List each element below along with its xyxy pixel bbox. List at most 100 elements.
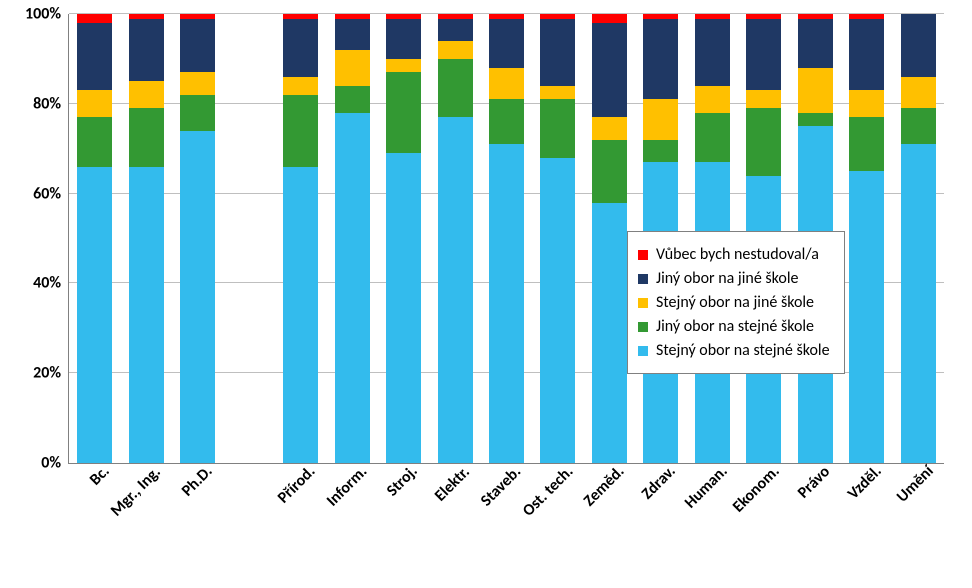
bar-segment [540,158,575,463]
bar-segment [335,19,370,50]
legend-swatch [638,274,648,284]
bar-segment [901,144,936,463]
bar [540,14,575,463]
bar-segment [489,99,524,144]
x-tick-label: Bc. [86,462,114,490]
bar-segment [129,19,164,82]
x-tick-label: Ekonom. [729,462,784,517]
x-tick-label: Ost. tech. [519,462,577,520]
bar-segment [335,113,370,463]
bar-segment [283,95,318,167]
bar [180,14,215,463]
legend-swatch [638,322,648,332]
bar-segment [540,86,575,99]
bar-slot [326,14,377,463]
bar [592,14,627,463]
bar-slot [481,14,532,463]
legend: Vůbec bych nestudoval/a Jiný obor na jiné… [627,231,845,374]
x-tick-label: Mgr., Ing. [107,462,165,520]
x-tick-label: Právo [794,462,834,502]
bar-segment [643,99,678,139]
bar-segment [592,203,627,463]
bar-segment [849,117,884,171]
bar-segment [386,153,421,463]
bar-segment [386,59,421,72]
bar-segment [180,131,215,463]
bar-segment [438,41,473,59]
bar-segment [695,19,730,86]
x-tick-label: Human. [681,462,732,513]
bar [386,14,421,463]
bar-segment [77,23,112,90]
bar-segment [798,68,833,113]
bar-segment [77,14,112,23]
x-tick-label: Inform. [323,462,371,510]
bar-segment [695,86,730,113]
bar [335,14,370,463]
bar-segment [283,77,318,95]
bar-segment [489,144,524,463]
bar-segment [798,113,833,126]
bar-segment [438,19,473,41]
bar-segment [540,99,575,157]
bar-segment [849,90,884,117]
y-tick-label: 20% [33,364,61,383]
bar [489,14,524,463]
bar-segment [180,72,215,94]
bar-segment [335,50,370,86]
bar [129,14,164,463]
bar-segment [438,59,473,117]
x-labels: Bc.Mgr., Ing.Ph.D.Přírod.Inform.Stroj.El… [68,470,944,588]
y-tick-label: 100% [25,5,61,24]
x-tick-label: Elektr. [431,462,474,505]
y-tick-label: 0% [41,454,61,473]
bar [77,14,112,463]
bar [901,14,936,463]
x-tick-label: Stroj. [383,462,422,501]
bar-segment [695,113,730,162]
bar-segment [798,19,833,68]
legend-swatch [638,298,648,308]
bar-slot [893,14,944,463]
x-tick-label: Ph.D. [178,462,216,500]
bar-segment [335,86,370,113]
bar-segment [489,68,524,99]
bar-segment [438,117,473,463]
legend-label: Jiný obor na stejné škole [656,317,814,336]
bar [283,14,318,463]
legend-item: Vůbec bych nestudoval/a [638,245,830,264]
bar-slot [841,14,892,463]
y-tick-label: 40% [33,274,61,293]
x-tick-label: Zeměd. [580,462,628,510]
bar-segment [283,19,318,77]
legend-item: Stejný obor na jiné škole [638,293,830,312]
bar-slot [378,14,429,463]
bar-slot [532,14,583,463]
legend-item: Jiný obor na stejné škole [638,317,830,336]
legend-item: Jiný obor na jiné škole [638,269,830,288]
bar [849,14,884,463]
x-tick-label: Umění [893,462,938,507]
legend-item: Stejný obor na stejné škole [638,341,830,360]
legend-swatch [638,250,648,260]
bar-segment [746,90,781,108]
bar-segment [283,167,318,463]
legend-label: Jiný obor na jiné škole [656,269,798,288]
bar-segment [386,72,421,153]
bar-segment [643,19,678,100]
bar-segment [643,140,678,162]
bar-segment [901,14,936,77]
bar-segment [129,108,164,166]
bar-slot [429,14,480,463]
bar-segment [592,23,627,117]
y-tick-label: 80% [33,94,61,113]
bar-segment [849,19,884,91]
bar-segment [746,108,781,175]
bar-segment [901,77,936,108]
legend-label: Vůbec bych nestudoval/a [656,245,819,264]
legend-label: Stejný obor na jiné škole [656,293,814,312]
x-tick-label: Staveb. [477,462,525,510]
legend-swatch [638,346,648,356]
bar-segment [540,19,575,86]
bar-segment [77,90,112,117]
